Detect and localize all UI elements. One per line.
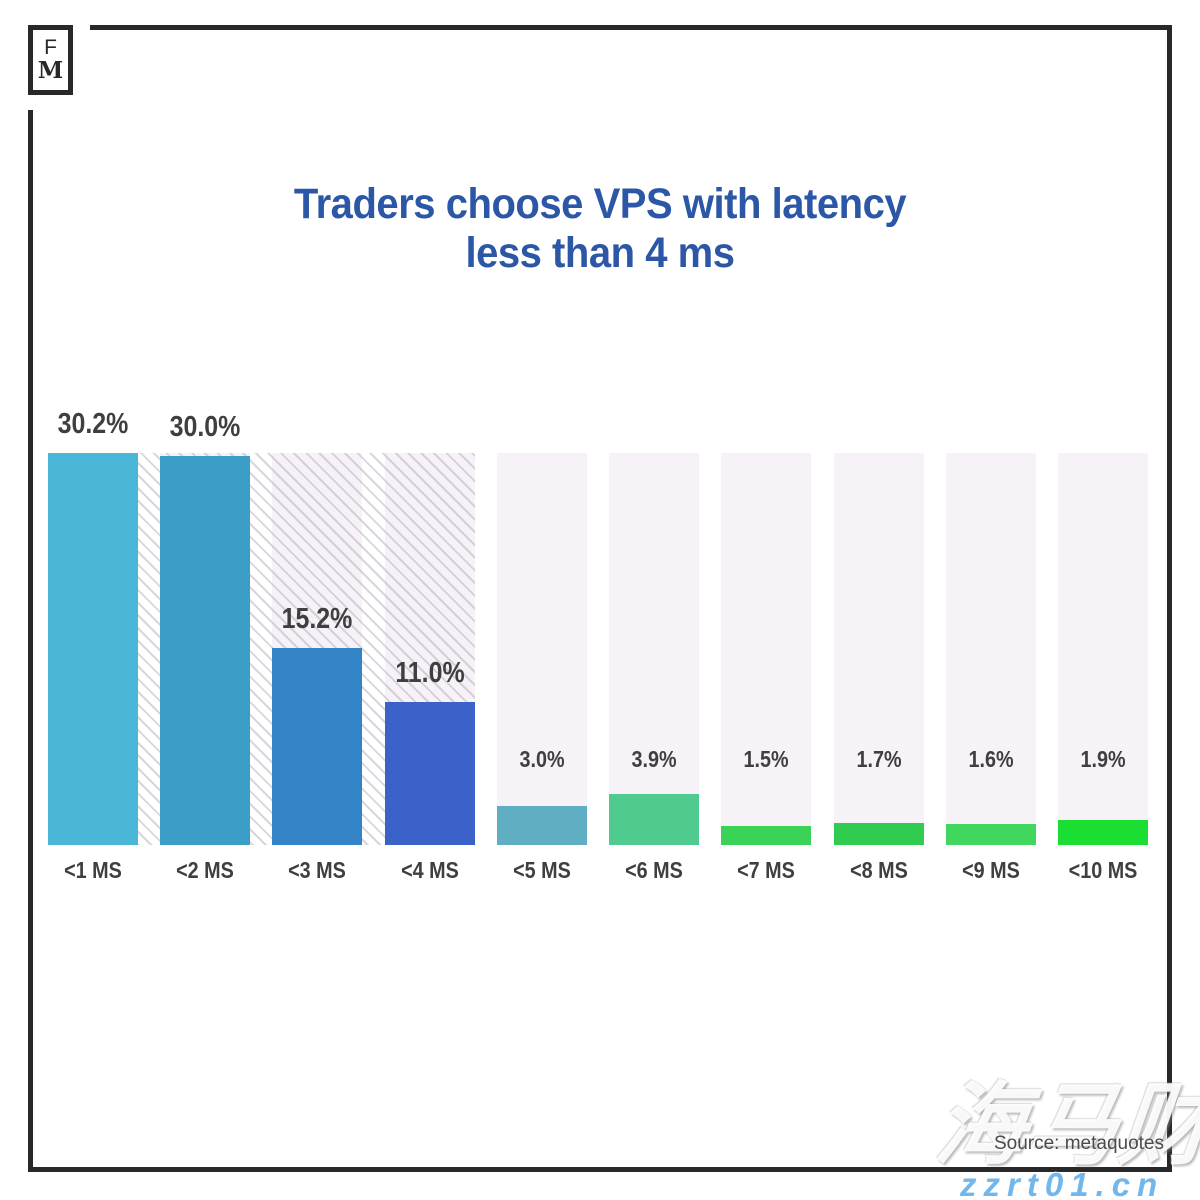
bar-value-label: 30.0% bbox=[169, 411, 241, 443]
bar-value-label: 1.9% bbox=[1080, 746, 1126, 772]
chart-title-line1: Traders choose VPS with latency bbox=[293, 180, 907, 228]
chart-title: Traders choose VPS with latency less tha… bbox=[42, 180, 1158, 278]
logo-letter-m: M bbox=[37, 57, 64, 84]
column-background: 3.0% <5 MS bbox=[497, 453, 587, 883]
x-axis-label: <1 MS bbox=[64, 857, 122, 883]
x-axis-label: <9 MS bbox=[962, 857, 1020, 883]
bar bbox=[272, 648, 362, 845]
column-background: 30.0% <2 MS bbox=[160, 411, 250, 883]
bar bbox=[946, 824, 1036, 845]
x-axis-label: <8 MS bbox=[850, 857, 908, 883]
x-axis-label: <5 MS bbox=[513, 857, 571, 883]
bar-value-label: 3.9% bbox=[631, 746, 677, 772]
column-background: 1.9% <10 MS bbox=[1058, 453, 1148, 883]
watermark-url: zzrt01.cn bbox=[960, 1166, 1165, 1200]
bar bbox=[497, 806, 587, 845]
logo-letter-f: F bbox=[44, 36, 57, 59]
x-axis-label: <10 MS bbox=[1068, 857, 1138, 883]
bar-value-label: 1.6% bbox=[968, 746, 1014, 772]
bar bbox=[48, 453, 138, 845]
bar-value-label: 15.2% bbox=[281, 603, 353, 635]
bar-value-label: 11.0% bbox=[395, 657, 465, 689]
bar-value-label: 30.2% bbox=[57, 408, 129, 440]
bar bbox=[609, 794, 699, 845]
bar bbox=[1058, 820, 1148, 845]
bar-value-label: 1.7% bbox=[856, 746, 902, 772]
column-background: 1.7% <8 MS bbox=[834, 453, 924, 883]
column-background: 30.2% <1 MS bbox=[48, 408, 138, 883]
column-background: 1.5% <7 MS bbox=[721, 453, 811, 883]
source-credit: Source: metaquotes bbox=[993, 1133, 1164, 1154]
x-axis-label: <7 MS bbox=[737, 857, 795, 883]
bar bbox=[834, 823, 924, 845]
x-axis-label: <4 MS bbox=[401, 857, 459, 883]
bar-value-label: 1.5% bbox=[743, 746, 789, 772]
fm-logo: F M bbox=[28, 25, 73, 95]
bar bbox=[721, 826, 811, 845]
border-frame bbox=[28, 25, 1172, 1172]
bar bbox=[385, 702, 475, 845]
x-axis-label: <6 MS bbox=[625, 857, 683, 883]
column-background: 3.9% <6 MS bbox=[609, 453, 699, 883]
bar bbox=[160, 456, 250, 845]
x-axis-label: <3 MS bbox=[288, 857, 346, 883]
bar-chart: 30.2% <1 MS 30.0% <2 MS 15.2% <3 MS 11.0% <4 MS… bbox=[48, 408, 1148, 883]
bar-value-label: 3.0% bbox=[519, 746, 565, 772]
watermark-cjk: 海马财经 bbox=[930, 1073, 1200, 1178]
x-axis-label: <2 MS bbox=[176, 857, 234, 883]
chart-title-line2: less than 4 ms bbox=[465, 229, 735, 277]
column-background: 1.6% <9 MS bbox=[946, 453, 1036, 883]
